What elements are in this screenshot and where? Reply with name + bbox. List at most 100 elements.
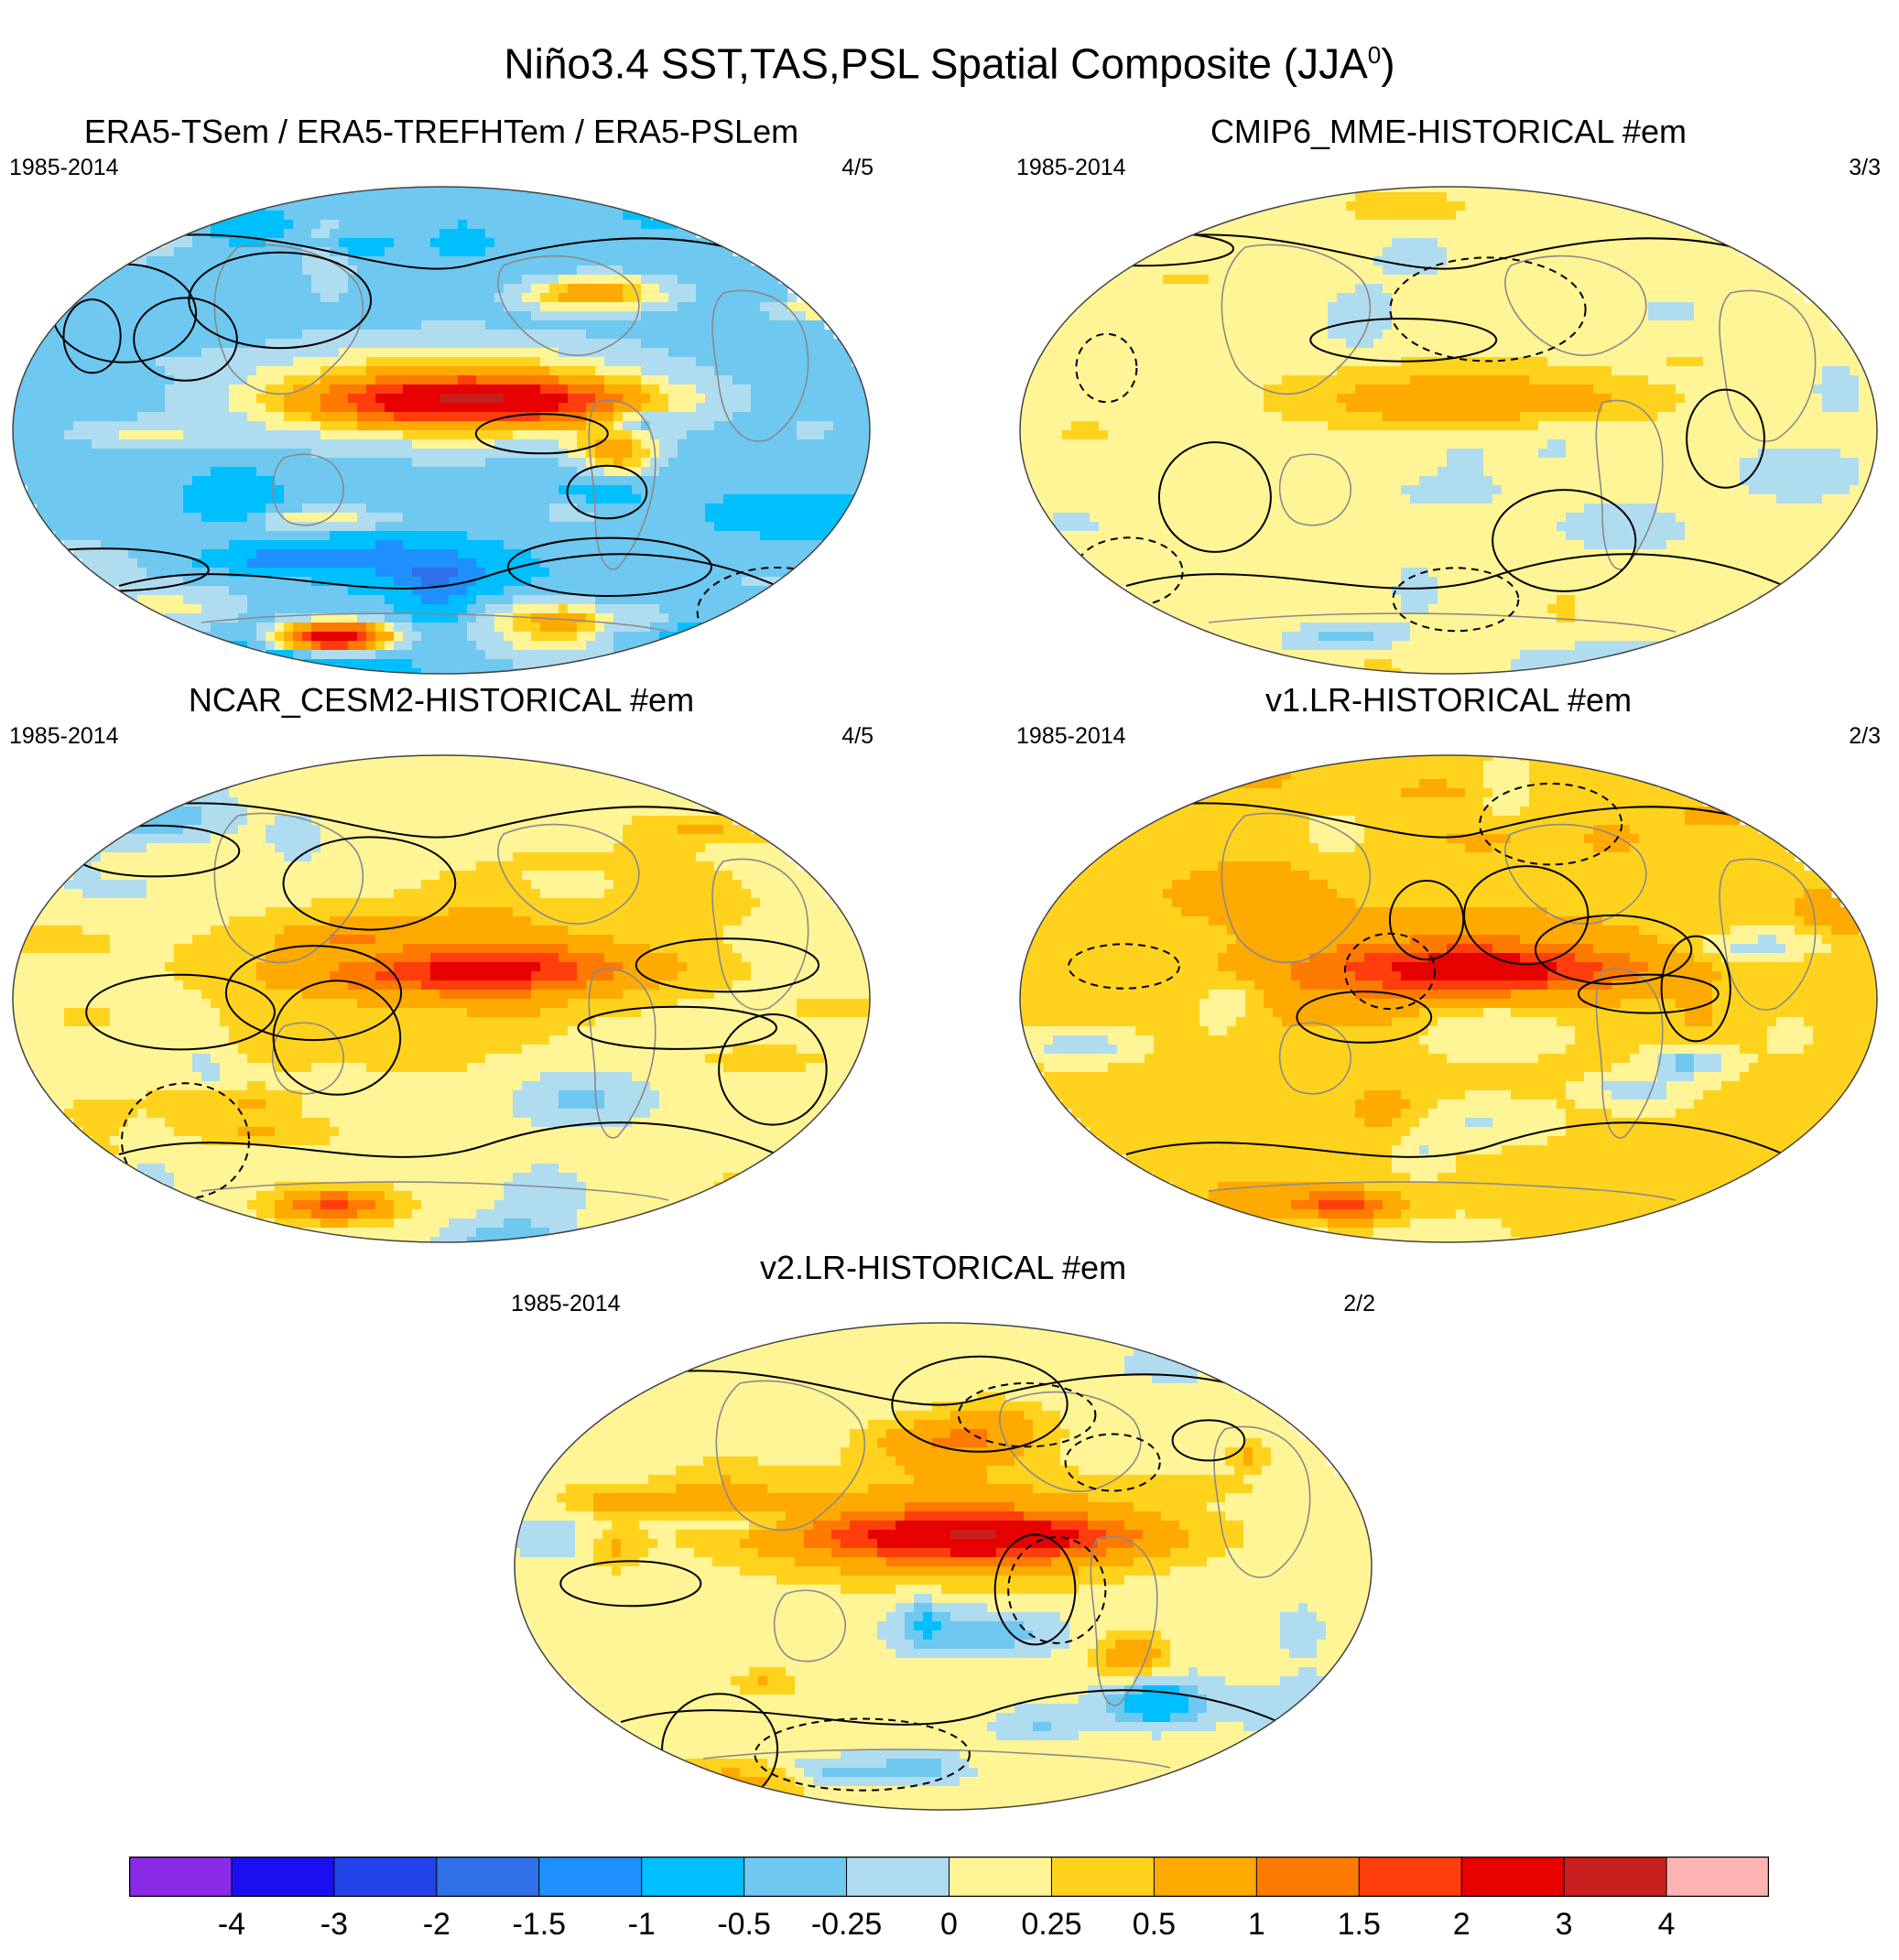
field-cell: [1520, 293, 1530, 303]
field-cell: [439, 604, 450, 614]
field-cell: [1584, 211, 1594, 221]
field-cell: [1483, 302, 1493, 312]
field-cell: [293, 366, 303, 376]
field-cell: [467, 375, 477, 385]
field-cell: [348, 201, 358, 211]
field-cell: [275, 211, 285, 221]
field-cell: [531, 623, 541, 633]
field-cell: [439, 284, 450, 294]
field-cell: [815, 339, 825, 349]
field-cell: [119, 549, 129, 559]
field-cell: [348, 339, 358, 349]
field-cell: [494, 522, 505, 532]
field-cell: [1465, 229, 1475, 239]
field-cell: [1337, 311, 1347, 321]
field-cell: [220, 513, 230, 523]
field-cell: [1630, 293, 1640, 303]
field-cell: [467, 549, 477, 559]
field-cell: [623, 458, 633, 468]
field-cell: [1438, 187, 1448, 193]
field-cell: [375, 577, 385, 587]
field-cell: [458, 275, 468, 285]
field-cell: [659, 330, 669, 340]
field-cell: [494, 604, 505, 614]
field-cell: [1108, 284, 1118, 294]
field-cell: [293, 467, 303, 477]
field-cell: [183, 485, 193, 495]
field-cell: [549, 650, 559, 660]
field-cell: [1163, 265, 1173, 276]
field-cell: [586, 247, 596, 257]
field-cell: [1273, 311, 1283, 321]
field-cell: [513, 641, 523, 651]
field-cell: [1767, 302, 1777, 312]
field-cell: [266, 577, 276, 587]
field-cell: [64, 348, 74, 358]
field-cell: [247, 348, 257, 358]
field-cell: [211, 595, 221, 605]
field-cell: [320, 330, 331, 340]
field-cell: [1676, 265, 1686, 276]
field-cell: [238, 357, 248, 367]
field-cell: [522, 339, 532, 349]
field-cell: [1557, 229, 1567, 239]
field-cell: [1346, 220, 1356, 230]
field-cell: [641, 458, 651, 468]
field-cell: [806, 485, 816, 495]
field-cell: [183, 275, 193, 285]
field-cell: [311, 330, 321, 340]
field-cell: [302, 613, 312, 623]
field-cell: [211, 604, 221, 614]
field-cell: [284, 330, 294, 340]
field-cell: [330, 504, 340, 514]
field-cell: [256, 265, 266, 276]
field-cell: [732, 449, 743, 459]
field-cell: [92, 330, 102, 340]
field-cell: [256, 586, 266, 596]
field-cell: [668, 320, 678, 330]
field-cell: [577, 220, 587, 230]
field-cell: [137, 430, 147, 440]
field-cell: [101, 421, 111, 431]
field-cell: [1492, 201, 1503, 211]
field-cell: [1456, 238, 1466, 248]
field-cell: [165, 293, 175, 303]
field-cell: [1309, 220, 1319, 230]
field-cell: [705, 403, 715, 413]
field-cell: [128, 384, 138, 395]
field-cell: [568, 430, 578, 440]
field-cell: [577, 494, 587, 504]
field-cell: [339, 384, 349, 395]
field-cell: [659, 522, 669, 532]
field-cell: [256, 549, 266, 559]
field-cell: [742, 586, 752, 596]
field-cell: [815, 467, 825, 477]
field-cell: [659, 577, 669, 587]
field-cell: [82, 540, 92, 550]
field-cell: [156, 494, 166, 504]
field-cell: [577, 256, 587, 266]
field-cell: [623, 265, 633, 276]
field-cell: [705, 302, 715, 312]
field-cell: [211, 522, 221, 532]
field-cell: [742, 403, 752, 413]
field-cell: [458, 586, 468, 596]
field-cell: [1657, 265, 1667, 276]
field-cell: [220, 302, 230, 312]
field-cell: [1209, 247, 1219, 257]
field-cell: [485, 375, 495, 385]
field-cell: [522, 549, 532, 559]
field-cell: [696, 522, 706, 532]
field-cell: [449, 549, 459, 559]
field-cell: [1145, 256, 1155, 266]
field-cell: [531, 403, 541, 413]
field-cell: [330, 201, 340, 211]
field-cell: [568, 549, 578, 559]
field-cell: [824, 485, 834, 495]
field-cell: [632, 256, 642, 266]
field-cell: [1584, 275, 1594, 285]
field-cell: [92, 485, 102, 495]
field-cell: [256, 394, 266, 404]
field-cell: [1273, 275, 1283, 285]
field-cell: [531, 284, 541, 294]
